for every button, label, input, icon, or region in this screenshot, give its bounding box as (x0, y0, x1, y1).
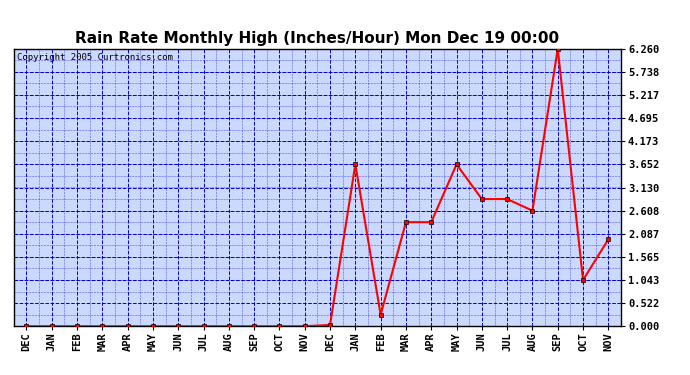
Title: Rain Rate Monthly High (Inches/Hour) Mon Dec 19 00:00: Rain Rate Monthly High (Inches/Hour) Mon… (75, 31, 560, 46)
Text: Copyright 2005 Curtronics.com: Copyright 2005 Curtronics.com (17, 53, 172, 62)
